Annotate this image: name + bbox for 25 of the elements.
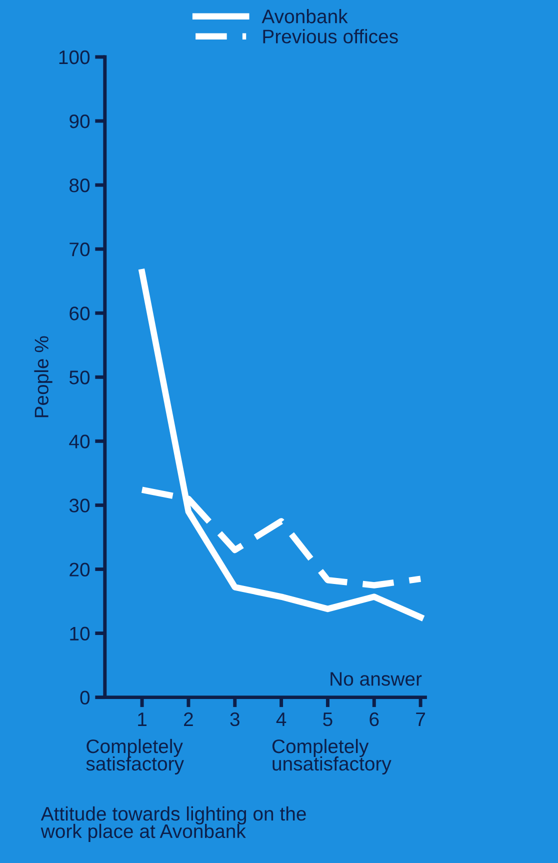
legend-label: Avonbank [262, 9, 348, 24]
y-tick-label: 100 [59, 50, 90, 64]
x-tick-label: 3 [230, 712, 240, 726]
y-tick-label: 0 [80, 690, 90, 705]
text: Completely unsatisfactory [272, 738, 392, 774]
x-tick-label: 2 [184, 712, 193, 726]
y-axis-title: People % [34, 336, 52, 418]
y-tick-label: 80 [70, 178, 90, 192]
annotation: No answer [330, 672, 422, 686]
y-tick-label: 90 [70, 114, 90, 128]
y-tick-label: 50 [69, 370, 90, 384]
x-tick-label: 6 [370, 712, 379, 726]
x-axis-title: Attitude towards lighting on the work place at Avonbank [40, 806, 306, 842]
y-tick-label: 10 [70, 626, 90, 641]
x-tick-label: 1 [138, 712, 146, 726]
legend-label: Previous offices [263, 29, 398, 44]
y-tick-label: 60 [70, 306, 90, 320]
y-tick-label: 20 [70, 562, 90, 576]
x-tick-label: 4 [276, 712, 286, 726]
y-tick-label: 30 [69, 498, 90, 512]
x-tick-label: 5 [323, 712, 332, 726]
y-tick-label: 70 [70, 242, 90, 256]
text: Completely satisfactory [86, 738, 184, 774]
x-tick-label: 7 [416, 712, 425, 726]
y-tick-label: 40 [69, 434, 90, 448]
